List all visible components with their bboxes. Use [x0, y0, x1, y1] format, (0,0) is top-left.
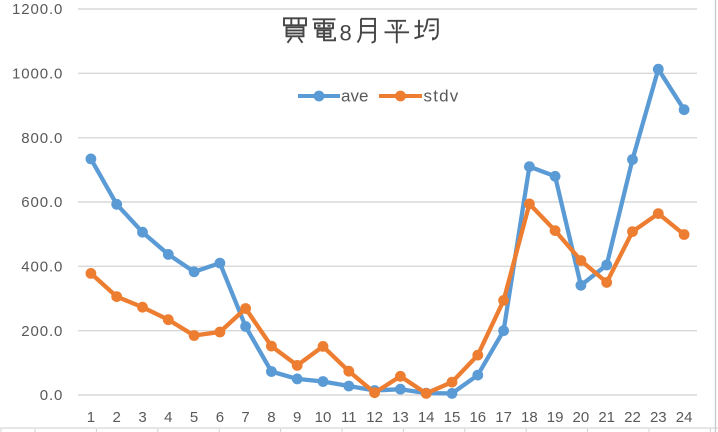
svg-text:0.0: 0.0 — [40, 387, 64, 404]
svg-text:24: 24 — [676, 409, 693, 426]
svg-text:stdv: stdv — [424, 87, 460, 106]
svg-text:800.0: 800.0 — [21, 130, 63, 147]
svg-text:20: 20 — [573, 409, 590, 426]
svg-text:18: 18 — [521, 409, 538, 426]
svg-text:23: 23 — [650, 409, 667, 426]
svg-text:4: 4 — [164, 409, 172, 426]
svg-text:1200.0: 1200.0 — [12, 1, 63, 18]
svg-text:11: 11 — [341, 409, 357, 426]
svg-text:17: 17 — [495, 409, 512, 426]
svg-text:21: 21 — [598, 409, 615, 426]
svg-text:12: 12 — [366, 409, 383, 426]
svg-text:9: 9 — [293, 409, 301, 426]
svg-text:3: 3 — [138, 409, 146, 426]
svg-text:7: 7 — [241, 409, 249, 426]
svg-text:8: 8 — [267, 409, 275, 426]
svg-text:14: 14 — [418, 409, 435, 426]
svg-text:15: 15 — [444, 409, 461, 426]
svg-text:1000.0: 1000.0 — [12, 66, 63, 83]
svg-text:2: 2 — [113, 409, 121, 426]
svg-text:ave: ave — [341, 87, 368, 106]
svg-text:22: 22 — [624, 409, 641, 426]
svg-text:19: 19 — [547, 409, 564, 426]
svg-text:10: 10 — [315, 409, 332, 426]
svg-text:6: 6 — [216, 409, 224, 426]
svg-text:200.0: 200.0 — [21, 323, 63, 340]
svg-text:8: 8 — [340, 20, 352, 45]
svg-text:400.0: 400.0 — [21, 259, 63, 276]
svg-text:13: 13 — [392, 409, 409, 426]
svg-text:5: 5 — [190, 409, 198, 426]
svg-text:600.0: 600.0 — [21, 194, 63, 211]
svg-text:1: 1 — [87, 409, 95, 426]
svg-text:16: 16 — [469, 409, 486, 426]
